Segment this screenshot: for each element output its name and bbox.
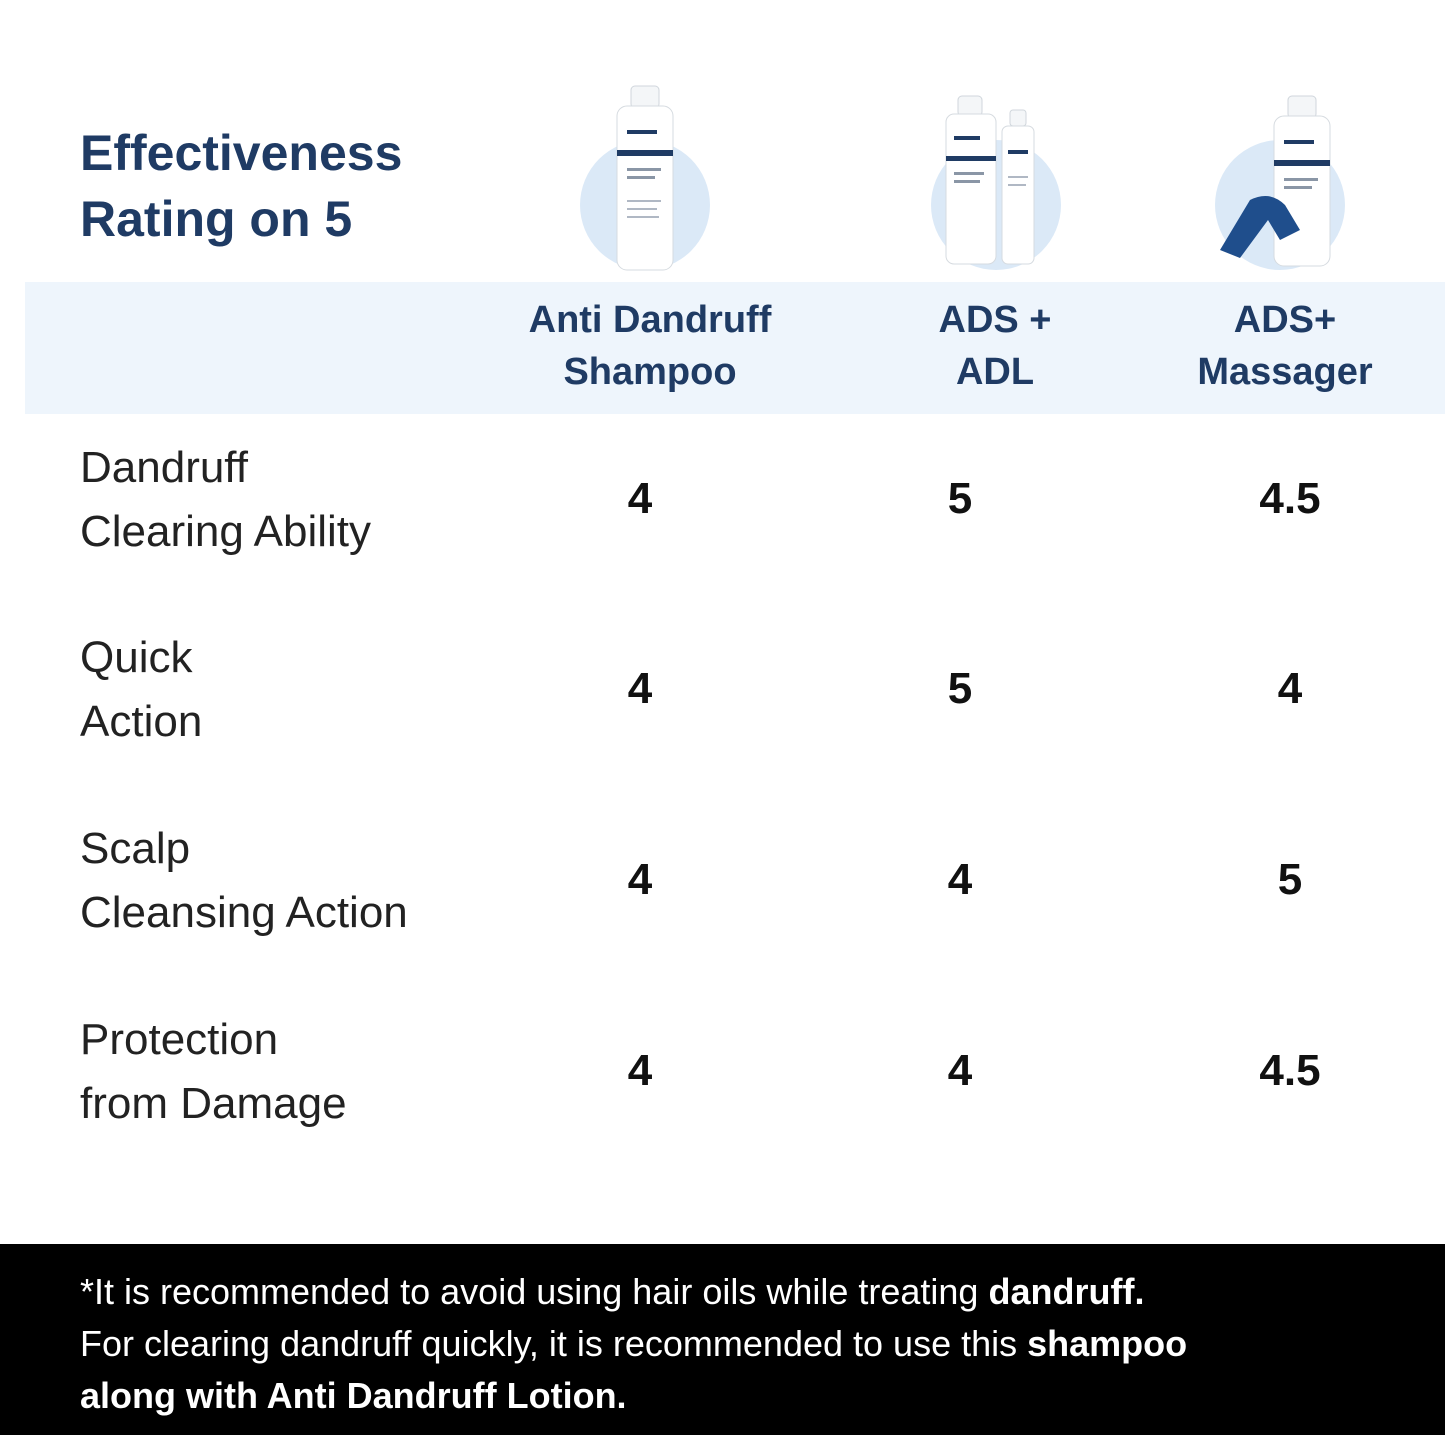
- column-header-ads-adl: ADS + ADL: [938, 299, 1052, 393]
- score-cell: 4: [947, 855, 973, 904]
- score-cell: 5: [947, 664, 973, 713]
- score-cell: 5: [1277, 855, 1303, 904]
- page-title: Effectiveness Rating on 5: [80, 120, 402, 252]
- score-cell: 4.5: [1259, 474, 1321, 523]
- shampoo-and-massager-icon: [1215, 95, 1345, 270]
- score-cell: 4: [627, 855, 653, 904]
- score-cell: 4: [627, 664, 653, 713]
- column-header-anti-dandruff-shampoo: Anti Dandruff Shampoo: [528, 299, 772, 393]
- row-label-quick-action: Quick Action: [80, 633, 203, 746]
- row-label-dandruff-clearing: Dandruff Clearing Ability: [80, 443, 372, 556]
- row-label-scalp-cleansing: Scalp Cleansing Action: [80, 824, 408, 937]
- score-cell: 4: [1277, 664, 1303, 713]
- shampoo-bottle-icon: [580, 85, 710, 271]
- footer-text: *It is recommended to avoid using hair o…: [80, 1271, 1188, 1416]
- column-header-band: [25, 282, 1445, 414]
- column-header-ads-massager: ADS+ Massager: [1197, 299, 1373, 393]
- footer-note: *It is recommended to avoid using hair o…: [0, 1244, 1445, 1435]
- score-cell: 4: [947, 1046, 973, 1095]
- score-cell: 4.5: [1259, 1046, 1321, 1095]
- score-cell: 4: [627, 1046, 653, 1095]
- score-cell: 5: [947, 474, 973, 523]
- title-line-2: Rating on 5: [80, 191, 353, 247]
- score-cell: 4: [627, 474, 653, 523]
- row-label-protection-from-damage: Protection from Damage: [80, 1015, 347, 1128]
- title-line-1: Effectiveness: [80, 125, 403, 181]
- shampoo-and-lotion-icon: [931, 95, 1061, 270]
